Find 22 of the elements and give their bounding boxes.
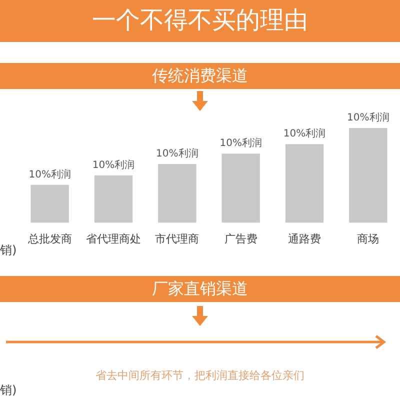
chart-title: 一个不得不买的理由 — [91, 5, 309, 36]
annotation: 10%利润 — [92, 158, 135, 171]
annotation: 10%利润 — [156, 148, 198, 160]
text: 省去中间所有环节，把利润直接给各位亲们 — [94, 368, 306, 383]
x-tick-label: 省代理商处 — [86, 232, 141, 246]
annotation: 10%利润 — [283, 128, 326, 140]
annotation: 10%利润 — [220, 137, 262, 150]
bar — [30, 184, 69, 223]
x-tick-label: 商场 — [357, 232, 380, 246]
bar — [285, 144, 324, 223]
x-tick-label: 广告费 — [224, 232, 258, 246]
bar — [158, 164, 196, 223]
x-tick-label: 市代理商 — [155, 232, 200, 246]
x-tick-label: 通路费 — [288, 232, 321, 246]
bar — [222, 154, 260, 223]
x-tick-label: 总批发商 — [26, 232, 72, 246]
bar — [94, 175, 133, 223]
text: 销) — [0, 382, 17, 399]
annotation: 10%利润 — [28, 168, 71, 180]
annotation: 10%利润 — [347, 112, 390, 124]
text: 销) — [0, 242, 17, 259]
bar — [349, 128, 388, 223]
